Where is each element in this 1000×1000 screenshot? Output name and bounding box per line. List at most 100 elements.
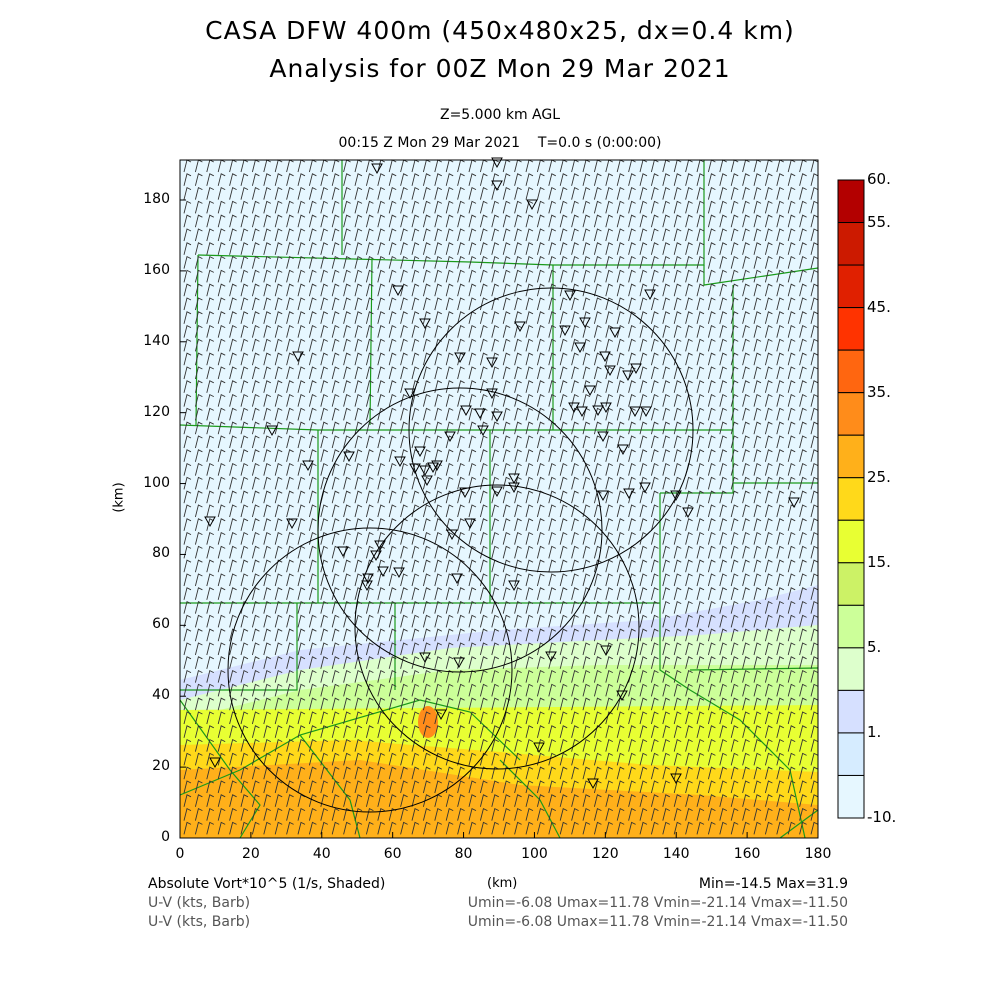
wind-barb	[251, 518, 260, 531]
wind-barb	[730, 255, 739, 269]
wind-barb	[400, 324, 408, 338]
station-marker-icon	[630, 363, 642, 375]
wind-barb	[365, 242, 374, 255]
wind-barb	[673, 255, 682, 269]
wind-barb	[343, 186, 351, 200]
wind-barb	[696, 614, 705, 628]
wind-barb	[730, 352, 739, 366]
wind-barb	[605, 297, 614, 311]
wind-barb	[251, 186, 260, 200]
wind-barb	[799, 656, 807, 669]
wind-barb	[365, 462, 374, 476]
wind-barb	[730, 228, 739, 242]
wind-barb	[194, 642, 203, 656]
wind-barb	[331, 738, 340, 752]
wind-barb	[662, 214, 671, 228]
wind-barb	[308, 352, 317, 366]
wind-barb	[422, 573, 431, 587]
wind-barb	[422, 656, 431, 669]
wind-barb	[593, 269, 602, 283]
wind-barb	[331, 449, 340, 462]
wind-barb	[183, 573, 192, 587]
wind-barb	[240, 242, 249, 255]
wind-barb	[491, 518, 500, 531]
wind-barb	[536, 504, 545, 518]
wind-barb	[388, 794, 397, 807]
wind-barb	[331, 173, 340, 186]
wind-barb	[616, 711, 625, 725]
wind-barb	[753, 214, 762, 228]
wind-barb	[274, 186, 283, 200]
wind-barb	[263, 255, 272, 269]
vorticity-shading	[180, 160, 818, 838]
wind-barb	[650, 697, 659, 711]
wind-barb	[639, 393, 648, 407]
wind-barb	[411, 366, 420, 380]
wind-barb	[502, 255, 511, 269]
wind-barb	[411, 352, 420, 366]
wind-barb	[685, 435, 693, 449]
wind-barb	[685, 794, 693, 807]
wind-barb	[251, 476, 260, 490]
wind-barb	[297, 573, 306, 587]
wind-barb	[320, 462, 329, 476]
wind-barb	[639, 504, 648, 518]
wind-barb	[628, 559, 636, 573]
wind-barb	[388, 587, 397, 600]
wind-barb	[320, 697, 329, 711]
wind-barb	[571, 794, 579, 807]
wind-barb	[662, 656, 671, 669]
wind-barb	[308, 283, 317, 297]
wind-barb	[719, 242, 728, 255]
wind-barb	[730, 504, 739, 518]
wind-barb	[274, 531, 283, 545]
wind-barb	[263, 725, 272, 738]
station-marker-icon	[592, 405, 604, 417]
wind-barb	[730, 366, 739, 380]
wind-barb	[525, 559, 534, 573]
wind-barb	[411, 531, 420, 545]
wind-barb	[183, 490, 192, 504]
wind-barb	[354, 297, 363, 311]
wind-barb	[593, 656, 602, 669]
wind-barb	[286, 669, 294, 683]
wind-barb	[331, 214, 340, 228]
wind-barb	[468, 269, 477, 283]
wind-barb	[548, 614, 557, 628]
wind-barb	[559, 780, 568, 794]
wind-barb	[662, 297, 671, 311]
wind-barb	[217, 628, 226, 642]
wind-barb	[662, 642, 671, 656]
wind-barb	[639, 490, 648, 504]
wind-barb	[479, 697, 488, 711]
station-marker-icon	[599, 351, 611, 363]
wind-barb	[468, 711, 477, 725]
wind-barb	[251, 573, 260, 587]
wind-barb	[628, 683, 636, 697]
wind-barb	[787, 587, 796, 600]
wind-barb	[240, 490, 249, 504]
wind-barb	[764, 752, 773, 766]
wind-barb	[514, 407, 522, 421]
wind-barb	[639, 559, 648, 573]
wind-barb	[616, 531, 625, 545]
wind-barb	[673, 559, 682, 573]
wind-barb	[274, 600, 283, 614]
wind-barb	[194, 173, 203, 186]
wind-barb	[229, 449, 237, 462]
wind-barb	[730, 752, 739, 766]
wind-barb	[377, 200, 386, 214]
wind-barb	[183, 435, 192, 449]
wind-barb	[297, 228, 306, 242]
wind-barb	[593, 366, 602, 380]
wind-barb	[400, 711, 408, 725]
wind-barb	[787, 366, 796, 380]
station-marker-icon	[491, 486, 503, 498]
station-marker-icon	[597, 490, 609, 502]
wind-barb	[776, 614, 785, 628]
wind-barb	[605, 173, 614, 186]
wind-barb	[468, 173, 477, 186]
wind-barb	[525, 338, 534, 352]
wind-barb	[559, 518, 568, 531]
wind-barb	[194, 186, 203, 200]
